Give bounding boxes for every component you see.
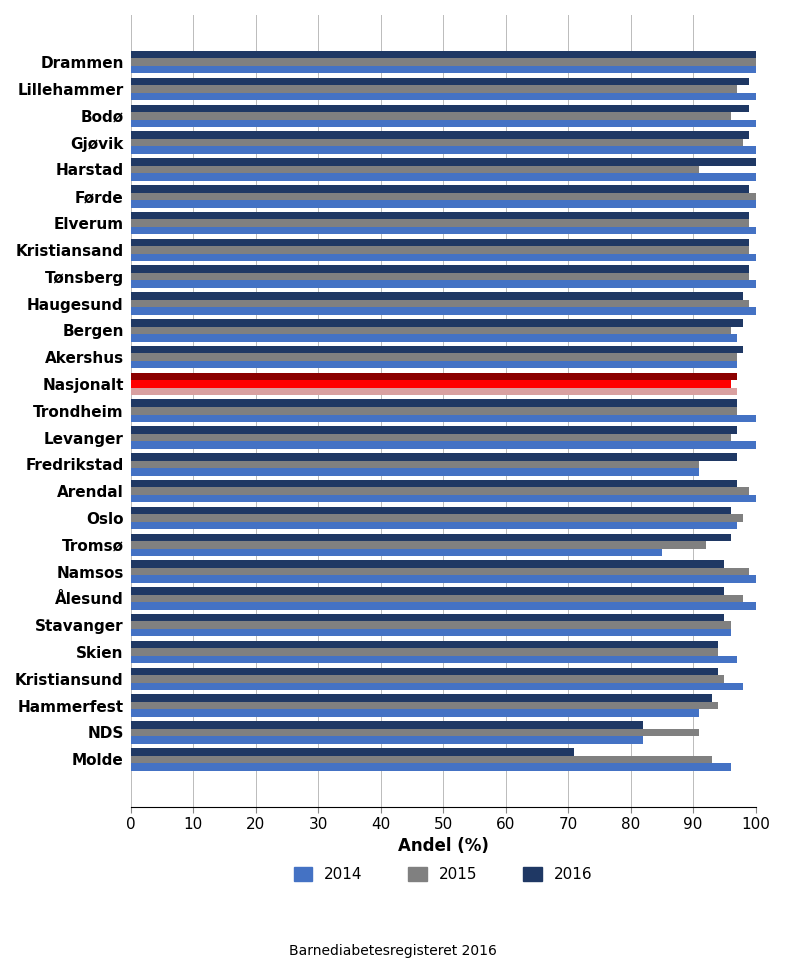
Bar (130, 120, 755, 127)
Bar (130, 434, 731, 442)
Bar (130, 721, 643, 729)
Bar (130, 193, 755, 200)
Bar (130, 602, 755, 610)
Bar (130, 345, 743, 353)
Bar (130, 300, 750, 307)
Bar (130, 667, 718, 675)
Legend: 2014, 2015, 2016: 2014, 2015, 2016 (286, 859, 601, 890)
Bar (130, 292, 743, 300)
Bar (130, 227, 755, 234)
Bar (130, 200, 755, 207)
Bar (130, 442, 755, 449)
Bar (130, 426, 737, 434)
Bar (130, 280, 755, 288)
Bar (130, 238, 750, 246)
Bar (130, 755, 712, 763)
Bar (130, 737, 643, 743)
Bar (130, 219, 750, 227)
Bar (130, 361, 737, 369)
Bar (130, 622, 731, 629)
Bar (130, 407, 737, 414)
Bar (130, 353, 737, 361)
Bar (130, 453, 737, 460)
Bar (130, 380, 731, 387)
Bar (130, 656, 737, 664)
Bar (130, 695, 712, 702)
Bar (130, 702, 718, 709)
Bar (130, 266, 750, 273)
Bar (130, 51, 755, 58)
Bar (130, 468, 699, 476)
Bar (130, 568, 750, 575)
Bar (130, 66, 755, 74)
Bar (130, 748, 575, 755)
Bar (130, 334, 737, 342)
Bar (130, 587, 725, 595)
Bar (130, 400, 737, 407)
Bar (130, 139, 743, 146)
Bar (130, 165, 699, 173)
Bar (130, 146, 755, 154)
Bar (130, 104, 750, 112)
Bar (130, 414, 755, 422)
X-axis label: Andel (%): Andel (%) (398, 838, 488, 855)
Bar (130, 507, 731, 515)
Bar (130, 560, 725, 568)
Bar (130, 131, 750, 139)
Bar (130, 307, 755, 315)
Bar (130, 541, 706, 549)
Bar (130, 273, 750, 280)
Bar (130, 173, 755, 181)
Bar (130, 159, 755, 165)
Bar (130, 185, 750, 193)
Bar (130, 480, 737, 487)
Bar (130, 327, 731, 334)
Bar (130, 112, 731, 120)
Bar (130, 212, 750, 219)
Bar (130, 86, 737, 92)
Bar (130, 595, 743, 602)
Bar (130, 729, 699, 737)
Bar (130, 246, 750, 254)
Bar (130, 533, 731, 541)
Bar (130, 460, 699, 468)
Bar (130, 763, 731, 771)
Bar (130, 487, 750, 495)
Text: Barnediabetesregisteret 2016: Barnediabetesregisteret 2016 (289, 945, 496, 958)
Bar (130, 495, 755, 502)
Bar (130, 515, 743, 522)
Bar (130, 549, 662, 556)
Bar (130, 614, 725, 622)
Bar (130, 254, 755, 261)
Bar (130, 373, 737, 380)
Bar (130, 641, 718, 648)
Bar (130, 675, 725, 683)
Bar (130, 629, 731, 636)
Bar (130, 78, 750, 86)
Bar (130, 58, 755, 66)
Bar (130, 387, 737, 395)
Bar (130, 319, 743, 327)
Bar (130, 683, 743, 690)
Bar (130, 522, 737, 529)
Bar (130, 575, 755, 583)
Bar (130, 648, 718, 656)
Bar (130, 709, 699, 717)
Bar (130, 92, 755, 100)
